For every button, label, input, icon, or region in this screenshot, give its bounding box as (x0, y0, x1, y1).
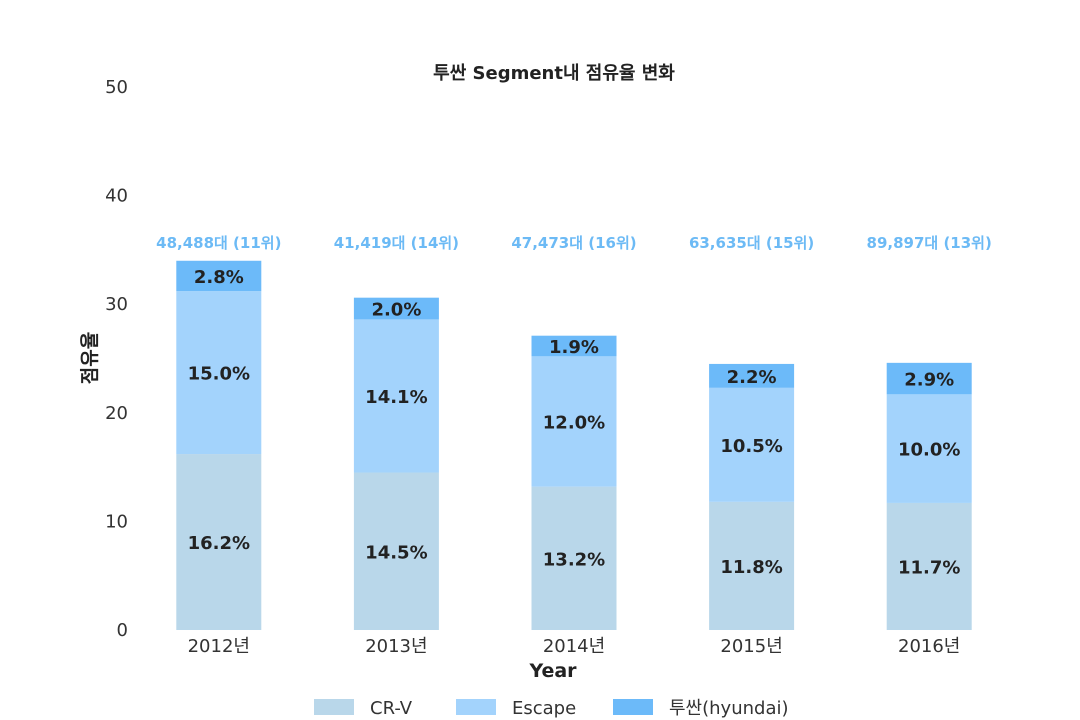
y-axis-ticks: 0 10 20 30 40 50 (105, 77, 128, 641)
legend-swatch (613, 699, 653, 715)
y-tick-label: 0 (117, 620, 128, 641)
legend-label: CR-V (370, 698, 413, 719)
segment-value-label: 2.2% (727, 367, 777, 388)
segment-value-label: 12.0% (543, 412, 605, 433)
bar-segment-cr-v (176, 454, 262, 630)
y-axis-title: 점유율 (79, 332, 101, 384)
bar-segment-hyundai (353, 297, 439, 320)
x-axis-ticks: 2012년 2013년 2014년 2015년 2016년 (188, 636, 961, 657)
sales-rank-annotation: 48,488대 (11위) (156, 234, 281, 252)
bar-segment-escape (709, 387, 795, 502)
bar-segment-escape (886, 394, 972, 503)
y-tick-label: 10 (105, 511, 128, 532)
x-tick-label: 2012년 (188, 636, 250, 657)
legend: CR-V Escape 투싼(hyundai) (314, 698, 789, 719)
bars-group (176, 260, 972, 630)
y-tick-label: 50 (105, 77, 128, 98)
y-tick-label: 20 (105, 403, 128, 424)
bar-segment-escape (353, 319, 439, 473)
segment-value-label: 10.5% (720, 436, 782, 457)
chart-title: 투싼 Segment내 점유율 변화 (433, 63, 675, 84)
sales-rank-annotation: 89,897대 (13위) (867, 234, 992, 252)
segment-value-label: 10.0% (898, 440, 960, 461)
bar-segment-cr-v (709, 501, 795, 630)
sales-rank-annotation: 41,419대 (14위) (334, 234, 459, 252)
sales-rank-annotation: 47,473대 (16위) (511, 234, 636, 252)
bar-segment-escape (531, 356, 617, 487)
x-tick-label: 2016년 (898, 636, 960, 657)
legend-label: 투싼(hyundai) (669, 698, 789, 719)
segment-value-label: 13.2% (543, 549, 605, 570)
segment-value-label: 1.9% (549, 337, 599, 358)
y-tick-label: 30 (105, 294, 128, 315)
x-axis-title: Year (528, 660, 577, 682)
segment-value-label: 11.8% (720, 557, 782, 578)
segment-value-label: 16.2% (188, 533, 250, 554)
bar-segment-cr-v (531, 486, 617, 630)
bar-segment-cr-v (353, 472, 439, 630)
sales-rank-annotation: 63,635대 (15위) (689, 234, 814, 252)
segment-value-label: 2.9% (904, 370, 954, 391)
legend-swatch (314, 699, 354, 715)
segment-value-label: 11.7% (898, 557, 960, 578)
segment-value-label: 2.0% (371, 300, 421, 321)
bar-segment-hyundai (886, 362, 972, 395)
bar-segment-hyundai (176, 260, 262, 292)
segment-labels: 16.2% 15.0% 2.8% 14.5% 14.1% 2.0% 13.2% 12.0% 1.… (188, 267, 961, 579)
segment-value-label: 2.8% (194, 267, 244, 288)
x-tick-label: 2013년 (365, 636, 427, 657)
segment-value-label: 14.1% (365, 387, 427, 408)
segment-value-label: 15.0% (188, 364, 250, 385)
y-tick-label: 40 (105, 186, 128, 207)
bar-segment-cr-v (886, 502, 972, 630)
x-tick-label: 2014년 (543, 636, 605, 657)
x-tick-label: 2015년 (720, 636, 782, 657)
segment-value-label: 14.5% (365, 542, 427, 563)
legend-swatch (456, 699, 496, 715)
annotation-labels: 48,488대 (11위) 41,419대 (14위) 47,473대 (16위) 6… (156, 234, 992, 252)
legend-label: Escape (512, 698, 576, 719)
bar-segment-hyundai (709, 363, 795, 388)
bar-segment-escape (176, 291, 262, 455)
bar-segment-hyundai (531, 335, 617, 357)
